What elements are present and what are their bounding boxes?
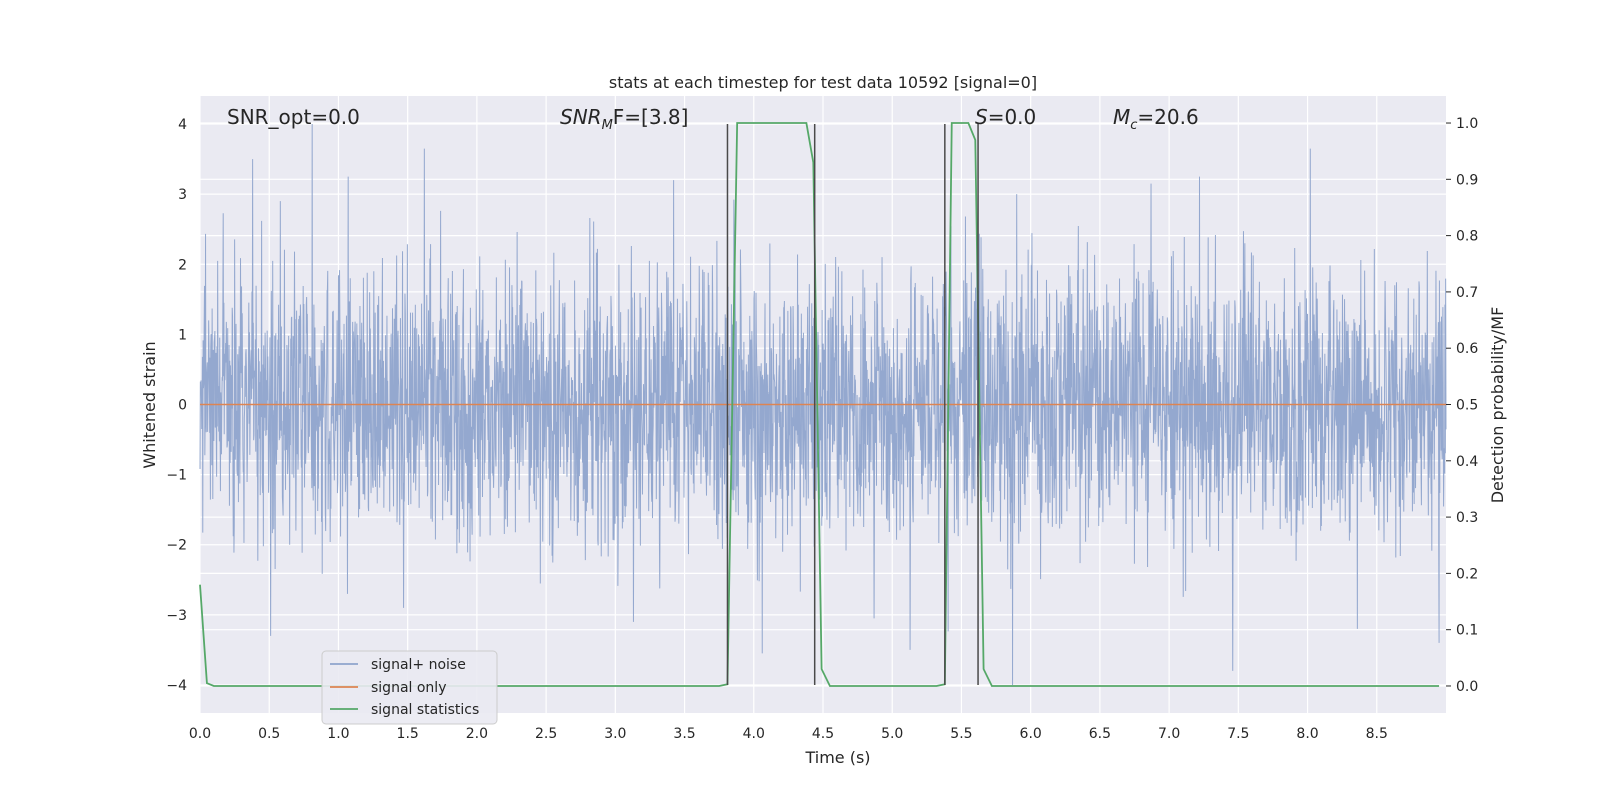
chart-title: stats at each timestep for test data 105… [609, 73, 1037, 92]
y-right-tick-label: 0.6 [1456, 341, 1478, 357]
y-right-tick-label: 0.4 [1456, 454, 1478, 470]
legend: signal+ noise signal only signal statist… [321, 650, 498, 725]
y-axis-right-label: Detection probability/MF [1488, 307, 1507, 504]
annotation-mc: Mc=20.6 [1113, 105, 1199, 133]
x-tick-label: 3.5 [673, 726, 695, 742]
y-tick-label: −3 [166, 608, 187, 624]
annotation-snr-mf-rest: F=[3.8] [613, 105, 689, 129]
y-right-tick-label: 0.3 [1456, 510, 1478, 526]
x-tick-label: 0.5 [258, 726, 280, 742]
axes: 0.0 0.5 1.0 1.5 2.0 2.5 3.0 3.5 4.0 4.5 5.0 5.5 6.0 6… [166, 116, 1478, 742]
annotation-mc-main: M [1113, 105, 1130, 129]
annotation-snr-mf: SNRMF=[3.8] [560, 105, 688, 133]
x-tick-label: 2.0 [466, 726, 488, 742]
annotation-snr-mf-sub: M [602, 118, 613, 133]
legend-label-signal-only: signal only [371, 680, 446, 696]
x-tick-label: 8.5 [1366, 726, 1388, 742]
y-tick-label: 1 [178, 327, 187, 343]
legend-box [321, 650, 498, 725]
x-tick-label: 1.0 [327, 726, 349, 742]
x-tick-label: 4.0 [743, 726, 765, 742]
y-tick-label: 2 [178, 257, 187, 273]
y-right-tick-label: 0.2 [1456, 566, 1478, 582]
x-tick-label: 6.5 [1089, 726, 1111, 742]
annotation-s-symbol: S [975, 105, 988, 129]
y-right-tick-label: 1.0 [1456, 116, 1478, 132]
y-right-tick-label: 0.8 [1456, 229, 1478, 245]
y-right-tick-label: 0.0 [1456, 679, 1478, 695]
x-axis-label: Time (s) [804, 748, 870, 767]
x-tick-label: 7.0 [1158, 726, 1180, 742]
y-right-tick-label: 0.1 [1456, 623, 1478, 639]
x-tick-label: 1.5 [397, 726, 419, 742]
noise-series-line [199, 124, 1447, 685]
annotation-s-value: =0.0 [988, 105, 1037, 129]
y-tick-label: −2 [166, 538, 187, 554]
y-tick-label: −4 [166, 678, 187, 694]
y-axis-label: Whitened strain [140, 341, 159, 468]
vertical-markers [726, 124, 979, 685]
annotation-snr-mf-main: SNR [560, 105, 602, 129]
y-tick-label: 0 [178, 398, 187, 414]
y-right-tick-label: 0.7 [1456, 285, 1478, 301]
y-right-tick-label: 0.9 [1456, 172, 1478, 188]
x-tick-label: 5.5 [950, 726, 972, 742]
x-tick-label: 7.5 [1227, 726, 1249, 742]
y-tick-label: 3 [178, 187, 187, 203]
x-tick-label: 3.0 [604, 726, 626, 742]
x-tick-label: 2.5 [535, 726, 557, 742]
x-tick-label: 4.5 [812, 726, 834, 742]
legend-label-noise: signal+ noise [371, 657, 466, 673]
x-tick-label: 5.0 [881, 726, 903, 742]
x-tick-label: 6.0 [1020, 726, 1042, 742]
x-tick-label: 0.0 [189, 726, 211, 742]
noise-series [199, 124, 1447, 685]
legend-label-statistics: signal statistics [371, 702, 479, 718]
y-tick-label: 4 [178, 117, 187, 133]
y-right-tick-label: 0.5 [1456, 398, 1478, 414]
annotation-mc-sub: c [1130, 118, 1137, 133]
annotation-snr-opt: SNR_opt=0.0 [227, 105, 360, 129]
annotation-mc-value: =20.6 [1137, 105, 1198, 129]
y-tick-label: −1 [166, 468, 187, 484]
annotation-s: S=0.0 [975, 105, 1036, 129]
x-tick-label: 8.0 [1296, 726, 1318, 742]
